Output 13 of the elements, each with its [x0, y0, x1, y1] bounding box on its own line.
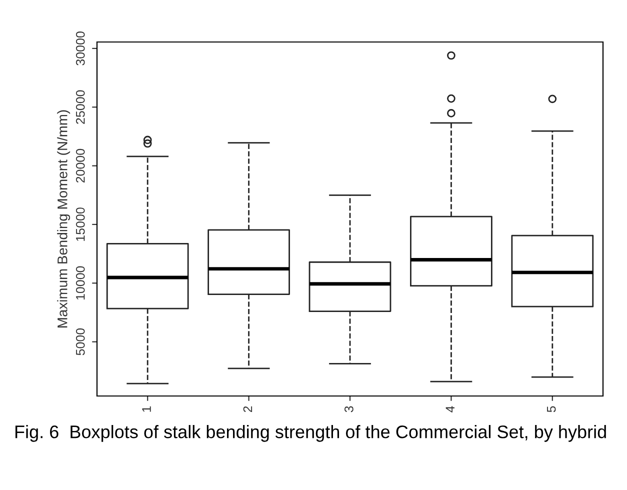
y-axis-title: Maximum Bending Moment (N/mm) [57, 110, 70, 328]
x-tick-label: 1 [142, 406, 151, 412]
y-tick-label: 20000 [76, 148, 85, 183]
x-tick-label: 2 [243, 406, 252, 412]
x-tick-label: 3 [344, 406, 354, 412]
y-tick-label: 5000 [76, 328, 85, 356]
y-tick-label: 15000 [76, 208, 85, 241]
y-tick-label: 30000 [76, 32, 85, 66]
caption: Fig. 6 Boxplots of stalk bending strength of the Commercial Set, by hybrid [15, 425, 606, 442]
y-tick-label: 25000 [76, 90, 85, 124]
y-tick-label: 10000 [76, 266, 85, 300]
x-tick-label: 5 [547, 406, 556, 412]
x-tick-label: 4 [446, 406, 454, 412]
